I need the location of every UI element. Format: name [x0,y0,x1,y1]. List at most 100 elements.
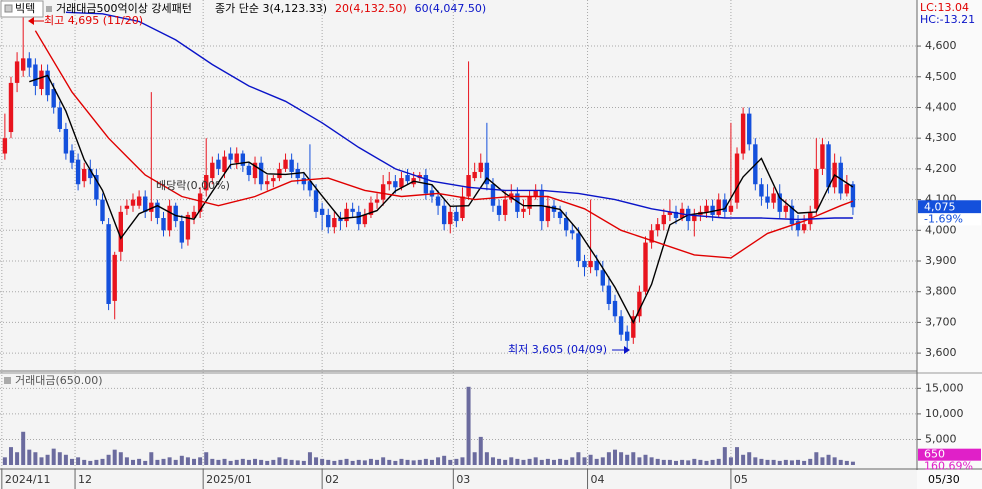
volume-bar [356,459,361,465]
volume-bar [710,459,715,465]
volume-bar [777,460,782,465]
volume-bar [167,457,172,465]
volume-bar [185,457,190,465]
volume-bar [509,457,514,465]
candle-body [240,153,246,166]
volume-bar [667,459,672,465]
volume-bar [15,452,20,465]
candle-body [94,175,99,200]
x-tick-label: 03 [456,473,470,486]
volume-bar [704,460,709,465]
y-tick-label: 3,700 [925,315,957,328]
y-tick-label: 15,000 [925,381,964,394]
volume-bar [277,457,282,465]
high-annotation: 최고 4,695 (11/20) [44,14,143,27]
candle-body [405,175,410,182]
volume-bar [399,458,404,465]
candle-body [759,184,764,197]
volume-bar [82,459,87,465]
candle-body [533,190,538,197]
volume-bar [692,458,697,465]
candle-body [820,144,825,169]
volume-bar [814,452,819,465]
volume-bar [27,449,32,465]
volume-bar [490,457,495,465]
last-volume-label: 650 [924,448,945,461]
volume-bar [741,454,746,465]
volume-bar [698,459,703,465]
candle-body [502,199,508,215]
candle-body [319,208,325,215]
volume-bar [802,460,807,465]
volume-bar [112,449,117,465]
candle-body [149,202,154,212]
volume-bar [124,457,129,465]
volume-bar [344,458,349,465]
volume-bar [295,460,300,465]
volume-bar [417,459,422,465]
volume-bar [753,457,758,465]
volume-bar [228,460,233,465]
candle-body [289,159,294,172]
candle-body [576,233,581,261]
moving-average-line [65,11,853,221]
candle-body [612,300,618,317]
volume-title: 거래대금(650.00) [15,374,103,387]
candle-body [161,218,166,231]
candle-body [777,193,782,212]
volume-bar [45,454,50,465]
volume-bar [808,458,813,465]
y-tick-label: 10,000 [925,407,964,420]
volume-bar [222,458,227,465]
volume-bar [771,459,776,465]
volume-icon [4,377,11,384]
volume-bar [503,459,508,465]
volume-bar [625,454,630,465]
volume-bar [460,457,465,465]
candle-body [594,260,599,271]
last-price-label: 4,075 [924,200,956,213]
candle-body [747,113,752,145]
candle-body [39,70,44,90]
hc-label: HC:-13.21 [920,13,975,26]
volume-bar [173,459,178,465]
candle-body [234,153,239,163]
volume-bar [747,452,752,465]
candle-body [222,156,227,172]
candle-body [801,224,807,231]
volume-bar [436,457,441,465]
candle-body [88,168,93,179]
volume-bar [88,460,93,465]
candle-body [563,218,569,231]
candle-body [710,205,715,215]
candle-body [490,184,496,206]
candle-body [435,196,441,206]
candle-body [63,128,69,154]
volume-bar [582,457,587,465]
volume-bar [789,460,794,465]
candle-body [167,205,172,231]
volume-bar [192,458,197,465]
volume-bar [143,460,148,465]
volume-bar [759,458,764,465]
indicator-icon [46,6,52,12]
volume-bar [539,459,544,465]
volume-bar [314,457,319,465]
candle-body [228,153,233,160]
candle-body [197,193,203,212]
candle-body [826,144,831,188]
plot-layer [0,0,921,489]
volume-bar [484,452,489,465]
candle-body [844,184,850,194]
candle-body [643,242,648,292]
volume-bar [844,460,849,465]
candle-body [515,193,520,212]
volume-bar [649,457,654,465]
candle-body [649,230,654,243]
candle-body [246,165,252,176]
volume-bar [735,447,740,465]
candle-body [2,138,8,154]
volume-bar [234,459,239,465]
low-arrow [624,346,630,354]
volume-bar [118,452,123,465]
